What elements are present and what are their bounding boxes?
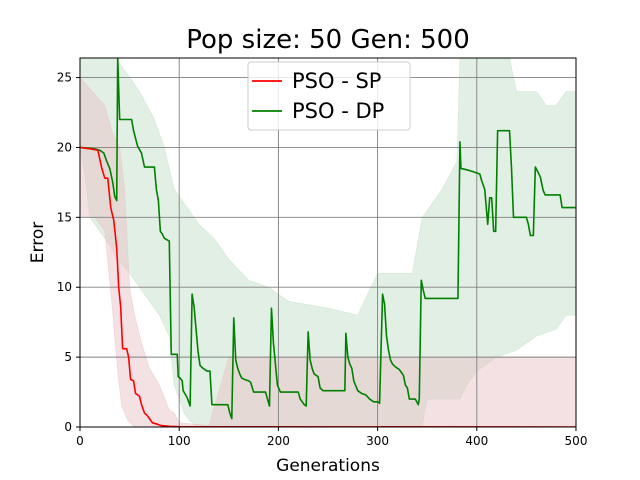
legend: PSO - SP PSO - DP [247, 61, 411, 131]
x-tick-label: 500 [565, 434, 588, 448]
series-line-dp [80, 58, 576, 420]
y-tick-label: 5 [64, 350, 72, 364]
y-tick-label: 0 [64, 420, 72, 434]
y-tick-label: 25 [57, 71, 72, 85]
y-tick-label: 15 [57, 210, 72, 224]
x-tick-label: 0 [76, 434, 84, 448]
chart-title: Pop size: 50 Gen: 500 [186, 25, 470, 55]
legend-label-dp: PSO - DP [292, 99, 384, 123]
confidence-band-dp [80, 58, 576, 427]
y-tick-label: 20 [57, 140, 72, 154]
x-tick-label: 100 [168, 434, 191, 448]
axes-frame [79, 57, 577, 428]
x-axis-label: Generations [276, 456, 380, 476]
y-axis-label: Error [28, 222, 48, 263]
series-line-sp [80, 146, 576, 427]
x-tick-label: 400 [465, 434, 488, 448]
x-tick-label: 300 [366, 434, 389, 448]
legend-box [247, 61, 411, 131]
y-tick-label: 10 [57, 280, 72, 294]
x-tick-label: 200 [267, 434, 290, 448]
legend-label-sp: PSO - SP [292, 69, 381, 93]
